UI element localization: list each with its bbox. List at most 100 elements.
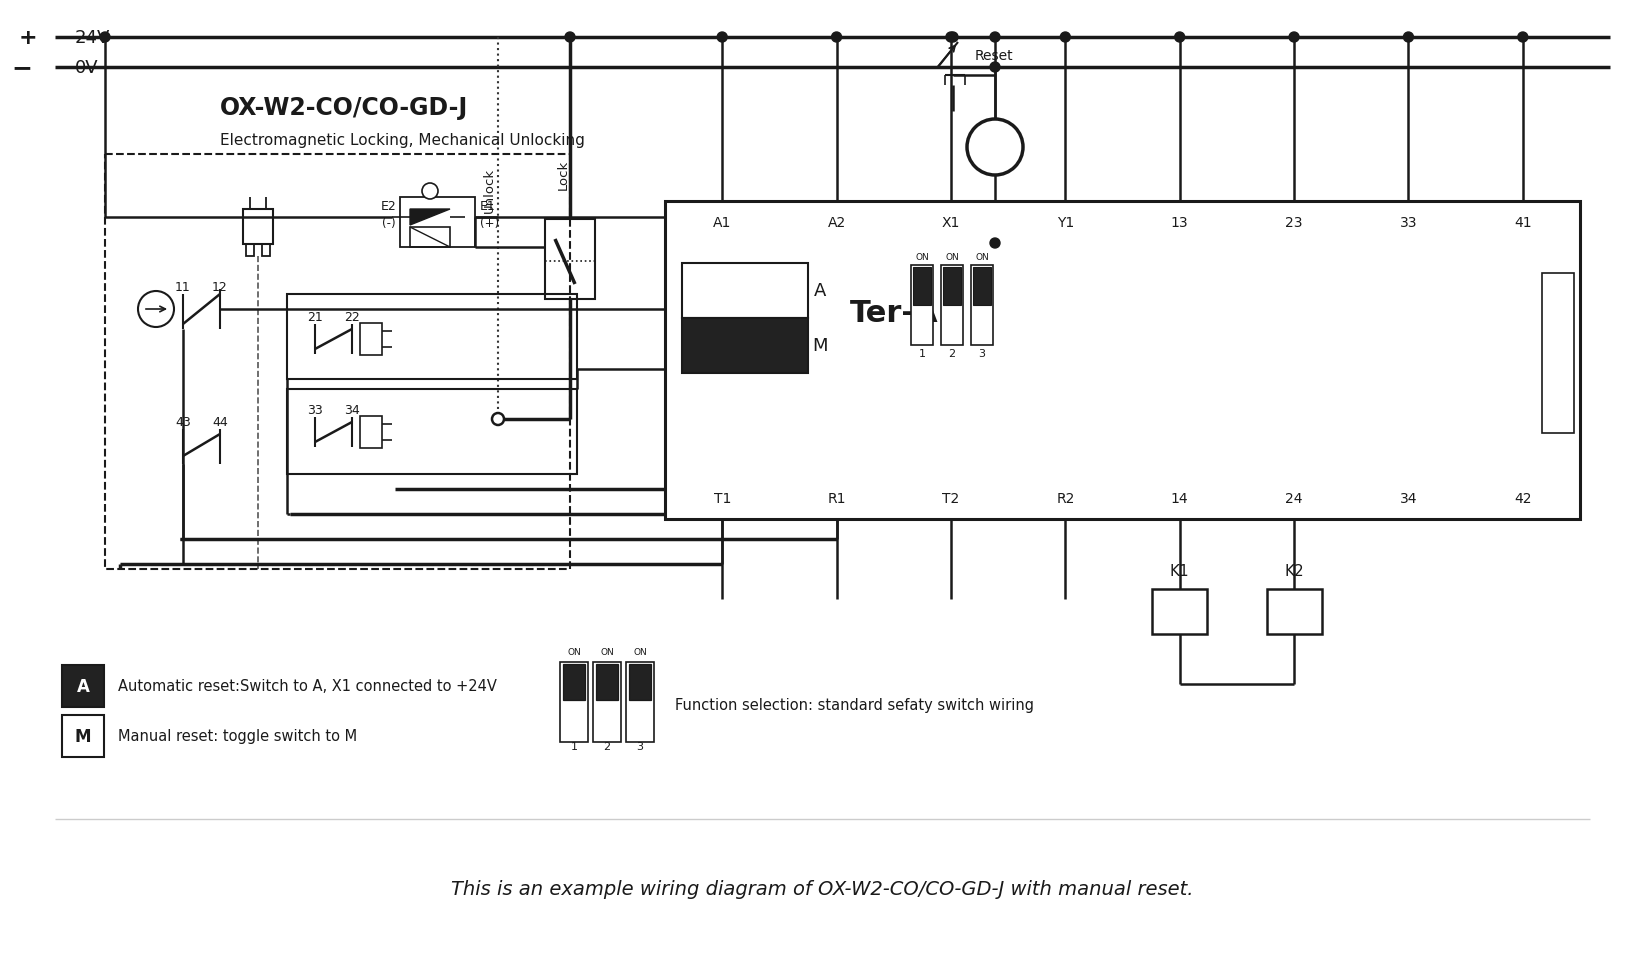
- Bar: [912, 268, 931, 306]
- Text: −: −: [12, 56, 33, 80]
- Circle shape: [945, 33, 955, 43]
- Bar: [973, 268, 991, 306]
- Text: 24V: 24V: [76, 29, 110, 47]
- Text: This is an example wiring diagram of OX-W2-CO/CO-GD-J with manual reset.: This is an example wiring diagram of OX-…: [450, 880, 1194, 899]
- Bar: [682, 264, 807, 318]
- Text: 2: 2: [949, 349, 955, 358]
- Text: ON: ON: [975, 253, 988, 262]
- Polygon shape: [409, 210, 450, 226]
- Bar: [399, 198, 475, 248]
- Circle shape: [832, 33, 842, 43]
- Bar: [597, 664, 618, 700]
- Bar: [940, 266, 963, 346]
- Text: A: A: [814, 282, 827, 300]
- Circle shape: [1404, 33, 1414, 43]
- Bar: [105, 154, 570, 569]
- Text: A: A: [77, 678, 89, 696]
- Bar: [1542, 274, 1573, 434]
- Text: K2: K2: [1284, 564, 1304, 578]
- Bar: [1152, 589, 1207, 635]
- Text: Unlock: Unlock: [483, 168, 496, 213]
- Text: 1: 1: [919, 349, 926, 358]
- Bar: [360, 324, 381, 355]
- Text: Electromagnetic Locking, Mechanical Unlocking: Electromagnetic Locking, Mechanical Unlo…: [220, 132, 585, 148]
- Text: T2: T2: [942, 492, 960, 505]
- Text: M: M: [812, 337, 827, 355]
- Text: 23: 23: [1286, 215, 1302, 230]
- Text: 34: 34: [1399, 492, 1417, 505]
- Text: ON: ON: [600, 648, 613, 657]
- Circle shape: [990, 63, 1000, 73]
- Text: 33: 33: [307, 404, 322, 417]
- Text: A1: A1: [713, 215, 732, 230]
- Circle shape: [566, 33, 575, 43]
- Text: Reset: Reset: [975, 49, 1014, 63]
- Circle shape: [1175, 33, 1185, 43]
- Circle shape: [138, 292, 174, 328]
- Bar: [360, 416, 381, 449]
- Text: R2: R2: [1055, 492, 1075, 505]
- Bar: [409, 228, 450, 248]
- Text: 44: 44: [212, 416, 229, 429]
- Text: Y1: Y1: [1057, 215, 1074, 230]
- Circle shape: [967, 120, 1023, 175]
- Text: K1: K1: [1171, 564, 1190, 578]
- Text: M: M: [74, 727, 92, 745]
- Text: ON: ON: [945, 253, 958, 262]
- Bar: [62, 665, 104, 707]
- Bar: [911, 266, 932, 346]
- Bar: [562, 664, 585, 700]
- Bar: [593, 662, 621, 742]
- Text: ON: ON: [916, 253, 929, 262]
- Text: E2: E2: [380, 199, 396, 213]
- Bar: [243, 210, 273, 245]
- Text: Lock: Lock: [557, 160, 570, 190]
- Text: Function selection: standard sefaty switch wiring: Function selection: standard sefaty swit…: [676, 698, 1034, 713]
- Circle shape: [423, 184, 437, 200]
- Text: Ter-A: Ter-A: [850, 298, 939, 328]
- Text: X1: X1: [942, 215, 960, 230]
- Text: 1: 1: [570, 741, 577, 751]
- Text: 3: 3: [636, 741, 643, 751]
- Text: 14: 14: [1171, 492, 1189, 505]
- Bar: [682, 318, 807, 374]
- Circle shape: [1289, 33, 1299, 43]
- Circle shape: [1060, 33, 1070, 43]
- Text: 2: 2: [603, 741, 610, 751]
- Text: ON: ON: [633, 648, 646, 657]
- Text: 34: 34: [344, 404, 360, 417]
- Text: 33: 33: [1399, 215, 1417, 230]
- Text: Manual reset: toggle switch to M: Manual reset: toggle switch to M: [118, 729, 357, 743]
- Text: ON: ON: [567, 648, 580, 657]
- Circle shape: [990, 239, 1000, 249]
- Text: R1: R1: [827, 492, 845, 505]
- Text: (-): (-): [383, 216, 396, 230]
- Circle shape: [717, 33, 727, 43]
- Text: E1: E1: [480, 199, 496, 213]
- Text: 24: 24: [1286, 492, 1302, 505]
- Text: 12: 12: [212, 281, 229, 294]
- Circle shape: [949, 33, 958, 43]
- Bar: [561, 662, 589, 742]
- Bar: [666, 202, 1580, 519]
- Text: 21: 21: [307, 312, 322, 324]
- Text: 41: 41: [1514, 215, 1532, 230]
- Circle shape: [100, 33, 110, 43]
- Circle shape: [1517, 33, 1527, 43]
- Circle shape: [990, 33, 1000, 43]
- Text: 42: 42: [1514, 492, 1532, 505]
- Text: 0V: 0V: [76, 59, 99, 77]
- Bar: [972, 266, 993, 346]
- Text: OX-W2-CO/CO-GD-J: OX-W2-CO/CO-GD-J: [220, 96, 469, 120]
- Text: 11: 11: [176, 281, 191, 294]
- Text: Automatic reset:Switch to A, X1 connected to +24V: Automatic reset:Switch to A, X1 connecte…: [118, 679, 496, 694]
- Bar: [630, 664, 651, 700]
- Text: 13: 13: [1171, 215, 1189, 230]
- Text: +: +: [18, 28, 38, 48]
- Text: 3: 3: [978, 349, 985, 358]
- Bar: [546, 220, 595, 299]
- Bar: [1266, 589, 1322, 635]
- Bar: [288, 294, 577, 379]
- Text: 43: 43: [176, 416, 191, 429]
- Bar: [626, 662, 654, 742]
